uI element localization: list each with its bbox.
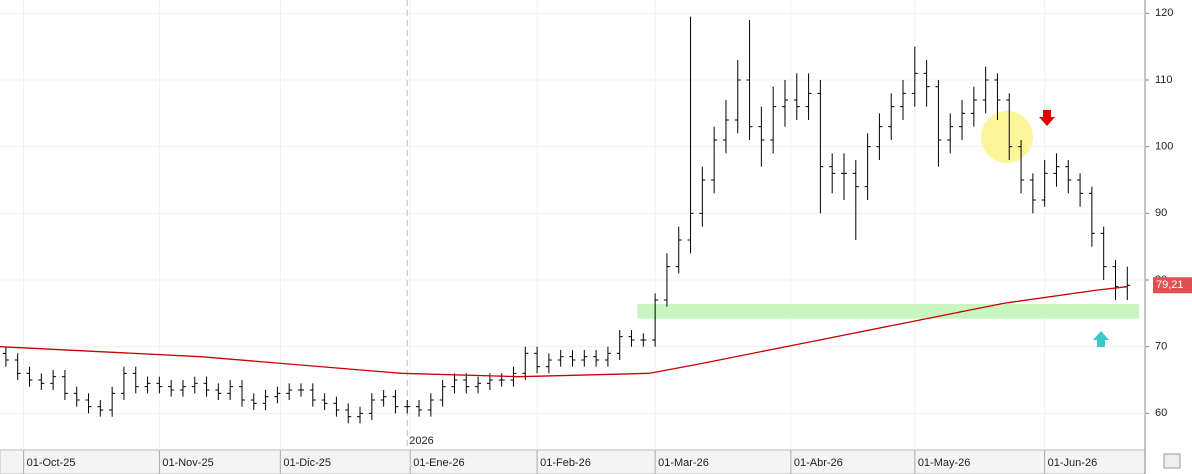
- x-tick-label: 01-Dic-25: [283, 457, 331, 469]
- settings-icon[interactable]: [1163, 453, 1181, 469]
- y-tick-label: 100: [1155, 141, 1173, 153]
- up-arrow: [1093, 331, 1109, 347]
- year-marker-label: 2026: [409, 435, 433, 447]
- last-price-box: [1153, 277, 1192, 294]
- x-tick-label: 01-Mar-26: [658, 457, 709, 469]
- y-tick-label: 60: [1155, 407, 1167, 419]
- down-arrow: [1039, 110, 1055, 126]
- x-tick-label: 01-Oct-25: [27, 457, 76, 469]
- y-tick-label: 110: [1155, 74, 1173, 86]
- highlight-circle: [981, 111, 1033, 163]
- x-tick-label: 01-Nov-25: [162, 457, 213, 469]
- y-tick-label: 90: [1155, 207, 1167, 219]
- y-tick-label: 120: [1155, 7, 1173, 19]
- x-tick-label: 01-Abr-26: [794, 457, 843, 469]
- support-band: [637, 304, 1140, 319]
- x-tick-label: 01-Feb-26: [540, 457, 591, 469]
- last-price-label: 79,21: [1156, 279, 1184, 291]
- moving-average: [0, 286, 1128, 378]
- x-tick-label: 01-Jun-26: [1048, 457, 1098, 469]
- y-tick-label: 70: [1155, 341, 1167, 353]
- x-tick-label: 01-May-26: [918, 457, 971, 469]
- x-tick-label: 01-Ene-26: [413, 457, 464, 469]
